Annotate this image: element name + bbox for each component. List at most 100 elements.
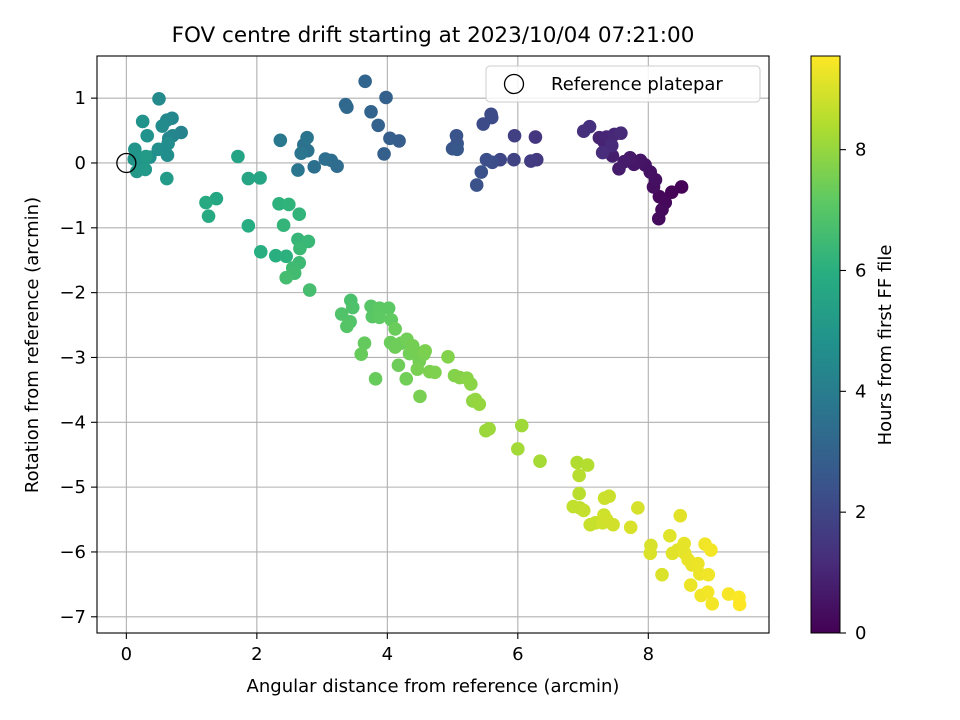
data-point xyxy=(388,322,402,336)
data-point xyxy=(294,146,309,161)
data-point xyxy=(604,138,619,153)
data-point xyxy=(273,133,288,148)
y-axis-label: Rotation from reference (arcmin) xyxy=(22,197,43,493)
reference-marker xyxy=(116,152,137,174)
data-point xyxy=(272,197,286,211)
data-point xyxy=(139,149,153,164)
data-point xyxy=(612,162,626,176)
data-point xyxy=(300,130,314,145)
data-point xyxy=(428,365,442,380)
data-point xyxy=(318,152,333,166)
grid-lines xyxy=(97,56,769,633)
colorbar-gradient xyxy=(810,55,841,634)
y-axis-ticks: 1 0 −1 −2 −3 −4 −5 −6 −7 xyxy=(59,88,97,628)
data-point xyxy=(464,377,478,391)
data-point xyxy=(479,152,494,167)
plot-frame xyxy=(96,55,770,634)
data-point xyxy=(399,372,414,386)
colorbar-tick-label: 2 xyxy=(855,502,866,523)
data-point xyxy=(354,347,369,362)
data-point xyxy=(566,499,581,514)
data-point xyxy=(377,147,391,161)
data-point xyxy=(364,104,378,119)
x-tick-label: 4 xyxy=(382,644,393,665)
data-point xyxy=(418,344,432,358)
data-point xyxy=(704,543,718,557)
colorbar-label: Hours from first FF file xyxy=(875,245,896,446)
data-point xyxy=(276,218,291,233)
data-point xyxy=(441,350,455,364)
data-point xyxy=(572,468,586,483)
data-point xyxy=(732,597,747,612)
data-point xyxy=(372,310,387,325)
colorbar-tick-label: 4 xyxy=(855,381,866,402)
data-point xyxy=(152,91,166,106)
data-point xyxy=(683,578,698,592)
data-point xyxy=(631,501,645,515)
data-point xyxy=(340,319,354,334)
legend-box xyxy=(485,65,761,103)
data-point xyxy=(623,520,638,535)
data-point xyxy=(476,117,491,131)
data-point xyxy=(379,90,393,105)
data-point xyxy=(602,489,616,504)
colorbar-ticks: 0 2 4 6 8 xyxy=(840,140,866,644)
data-point xyxy=(160,171,174,186)
data-point xyxy=(450,142,464,157)
data-point xyxy=(391,358,406,373)
data-point xyxy=(655,567,669,582)
colorbar-tick-label: 6 xyxy=(855,260,866,281)
y-tick-label: −4 xyxy=(59,412,86,433)
data-points xyxy=(116,74,747,612)
data-point xyxy=(570,455,584,470)
data-point xyxy=(595,145,610,160)
data-point xyxy=(357,336,372,351)
data-point xyxy=(381,301,396,315)
data-point xyxy=(253,244,268,259)
data-point xyxy=(533,454,547,468)
y-tick-label: −3 xyxy=(59,347,86,368)
data-point xyxy=(721,587,736,601)
data-point xyxy=(302,283,317,297)
y-tick-label: −6 xyxy=(59,542,86,563)
chart-title: FOV centre drift starting at 2023/10/04 … xyxy=(172,23,695,48)
legend: Reference platepar xyxy=(485,65,761,103)
y-tick-label: 0 xyxy=(75,153,86,174)
data-point xyxy=(701,567,716,582)
data-point xyxy=(371,118,385,133)
colorbar-tick-label: 0 xyxy=(855,623,866,644)
data-point xyxy=(472,397,487,411)
data-point xyxy=(606,517,620,532)
colorbar: 0 2 4 6 8 Hours from first FF file xyxy=(810,55,896,644)
data-point xyxy=(307,160,322,174)
x-tick-label: 0 xyxy=(121,644,132,665)
data-point xyxy=(651,211,666,226)
x-axis-ticks: 0 2 4 6 8 xyxy=(121,633,654,665)
y-tick-label: 1 xyxy=(75,88,86,109)
data-point xyxy=(482,421,496,436)
data-point xyxy=(524,154,538,168)
data-point xyxy=(128,142,142,157)
legend-marker xyxy=(503,73,525,95)
data-point xyxy=(514,418,529,433)
data-point xyxy=(383,131,397,146)
data-point xyxy=(338,97,353,112)
x-tick-label: 8 xyxy=(643,644,654,665)
y-tick-label: −2 xyxy=(59,283,86,304)
data-point xyxy=(673,508,688,523)
data-point xyxy=(410,362,425,376)
y-tick-label: −1 xyxy=(59,218,86,239)
data-point xyxy=(691,556,705,571)
data-point xyxy=(282,197,296,212)
data-point xyxy=(368,372,383,386)
data-point xyxy=(705,597,720,611)
y-tick-label: −5 xyxy=(59,477,86,498)
colorbar-tick-label: 8 xyxy=(855,140,866,161)
data-point xyxy=(474,165,489,179)
data-point xyxy=(358,74,372,89)
x-tick-label: 6 xyxy=(512,644,523,665)
data-point xyxy=(279,270,294,285)
data-point xyxy=(614,126,628,140)
data-point xyxy=(155,119,170,133)
